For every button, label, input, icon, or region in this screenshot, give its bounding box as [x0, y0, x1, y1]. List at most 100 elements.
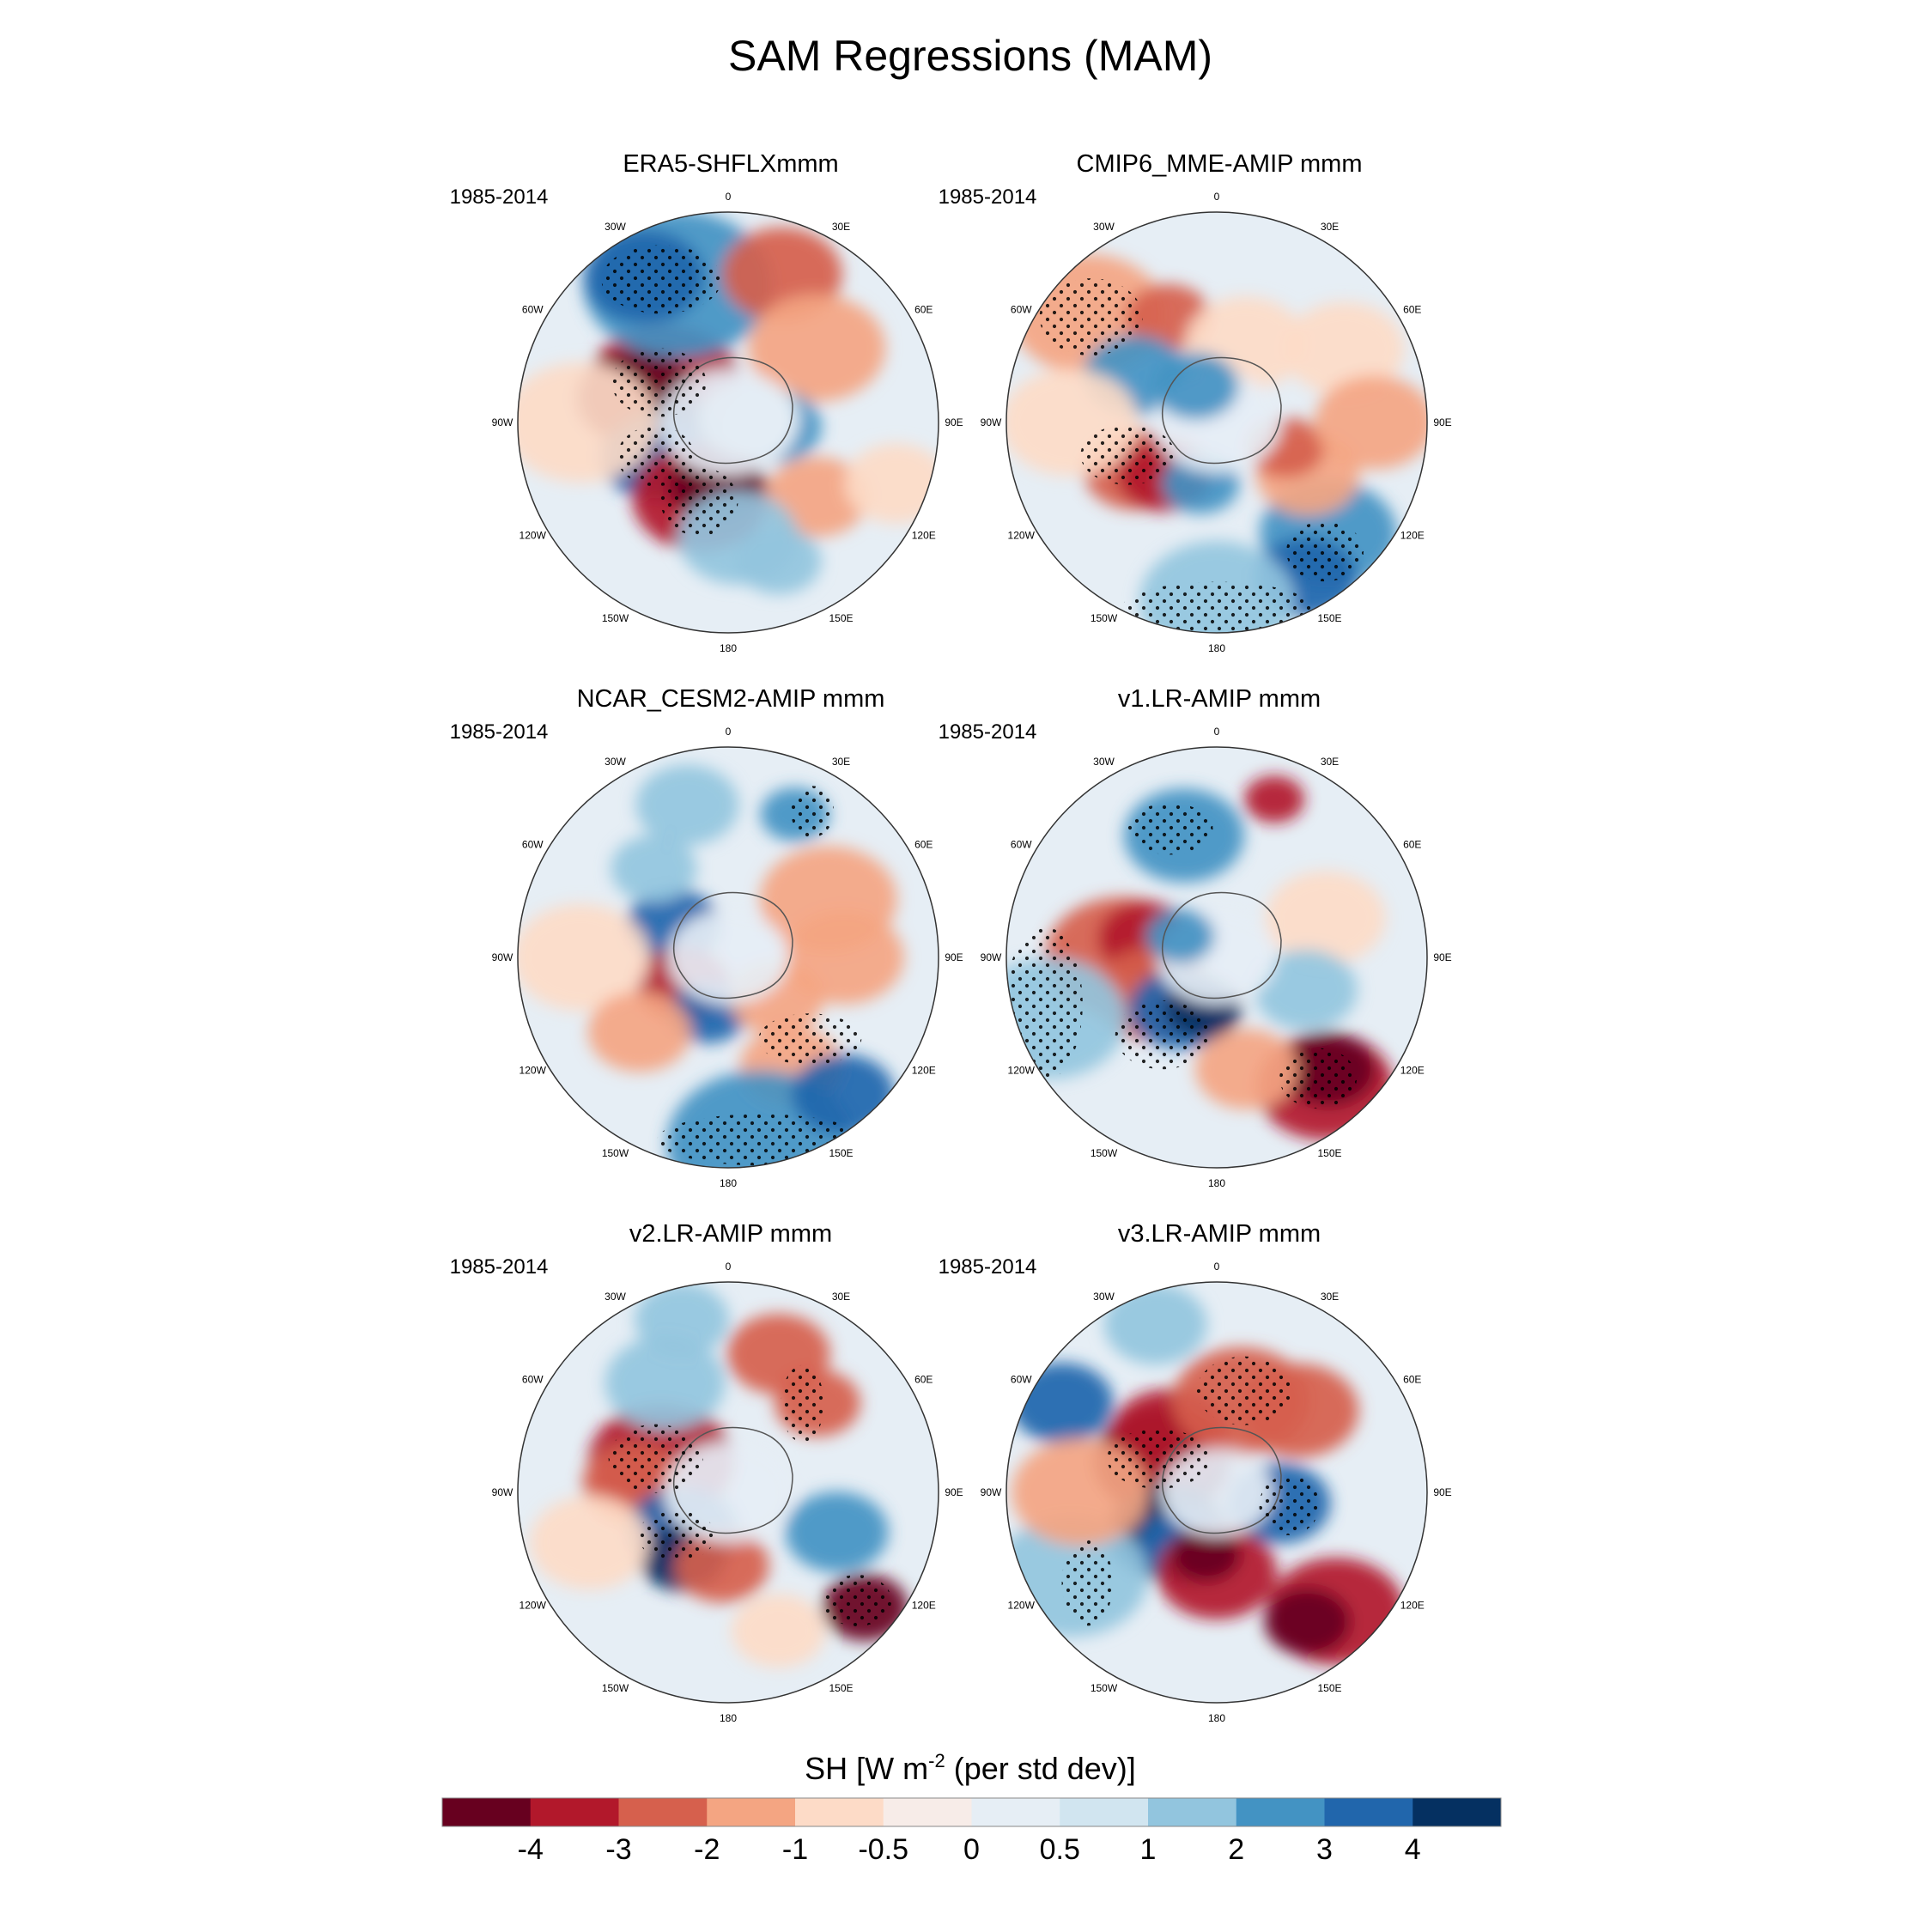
- anomaly-patch: [1284, 301, 1405, 396]
- map-panel: v1.LR-AMIP mmm 1985-2014 0 30E 60E 90E 120E 150…: [939, 685, 1452, 1189]
- significance-stippling: [1279, 1048, 1358, 1109]
- anomaly-patch: [1103, 1284, 1207, 1365]
- longitude-label: 150E: [829, 1147, 853, 1159]
- panel-title: NCAR_CESM2-AMIP mmm: [577, 685, 885, 713]
- colorbar-swatch: [442, 1798, 532, 1826]
- map-field: [1006, 747, 1427, 1168]
- panel-period: 1985-2014: [939, 185, 1037, 209]
- anomaly-patch: [1244, 775, 1305, 823]
- significance-stippling: [637, 1510, 715, 1562]
- longitude-label: 90W: [492, 951, 513, 963]
- significance-stippling: [601, 245, 722, 314]
- panel-title: v2.LR-AMIP mmm: [629, 1220, 832, 1248]
- panels: ERA5-SHFLXmmm 1985-2014 0 30E 60E 90E 120E 150E…: [450, 150, 1452, 1724]
- longitude-label: 120W: [1008, 1600, 1036, 1612]
- significance-stippling: [1039, 278, 1143, 356]
- longitude-label: 60W: [522, 839, 544, 851]
- significance-stippling: [1115, 1000, 1210, 1070]
- significance-stippling: [1080, 424, 1176, 485]
- significance-stippling: [608, 1424, 703, 1493]
- longitude-label: 120W: [519, 1065, 547, 1077]
- longitude-label: 60E: [1403, 839, 1421, 851]
- colorbar-boxes: [441, 1797, 1502, 1827]
- longitude-label: 150E: [1317, 1147, 1341, 1159]
- map-panel: NCAR_CESM2-AMIP mmm 1985-2014 0 30E 60E 90E 12…: [450, 685, 963, 1189]
- longitude-label: 60E: [914, 1374, 933, 1386]
- colorbar: SH [W m-2 (per std dev)] -4 -3 -2 -1 -0.5 0 0.…: [441, 1750, 1502, 1866]
- longitude-label: 60W: [522, 304, 544, 316]
- anomaly-patch: [748, 294, 886, 402]
- longitude-label: 150W: [602, 1682, 629, 1694]
- longitude-label: 90W: [981, 1486, 1002, 1498]
- longitude-label: 150W: [602, 612, 629, 624]
- longitude-label: 120E: [1400, 530, 1425, 542]
- longitude-label: 0: [1214, 726, 1220, 738]
- significance-stippling: [1122, 581, 1311, 633]
- panel-period: 1985-2014: [939, 1255, 1037, 1279]
- map-field: [1006, 212, 1427, 633]
- longitude-label: 0: [1214, 191, 1220, 203]
- longitude-label: 180: [720, 1177, 737, 1189]
- colorbar-swatch: [530, 1798, 619, 1826]
- anomaly-patch: [668, 910, 788, 1005]
- colorbar-title-sup: -2: [928, 1750, 945, 1771]
- panel-title: CMIP6_MME-AMIP mmm: [1077, 150, 1363, 178]
- map-panel: ERA5-SHFLXmmm 1985-2014 0 30E 60E 90E 120E 150E…: [450, 150, 963, 654]
- longitude-label: 90E: [945, 416, 963, 428]
- longitude-label: 150W: [602, 1147, 629, 1159]
- anomaly-patch: [587, 991, 691, 1072]
- colorbar-swatch: [883, 1798, 972, 1826]
- longitude-label: 150E: [1317, 1682, 1341, 1694]
- significance-stippling: [791, 786, 834, 838]
- colorbar-labels: -4 -3 -2 -1 -0.5 0 0.5 1 2 3 4: [518, 1833, 1421, 1866]
- longitude-label: 90E: [1433, 951, 1451, 963]
- map-boundary: [1005, 211, 1428, 634]
- longitude-label: 60E: [1403, 304, 1421, 316]
- longitude-label: 120E: [912, 530, 936, 542]
- longitude-label: 90W: [981, 951, 1002, 963]
- longitude-label: 30W: [605, 221, 626, 233]
- longitude-label: 120E: [1400, 1065, 1425, 1077]
- significance-stippling: [1285, 521, 1364, 582]
- longitude-label: 180: [1208, 1712, 1225, 1724]
- longitude-label: 150E: [829, 1682, 853, 1694]
- longitude-label: 30W: [1093, 756, 1115, 768]
- longitude-label: 30E: [1321, 756, 1339, 768]
- longitude-label: 90W: [492, 416, 513, 428]
- map-panel: v3.LR-AMIP mmm 1985-2014 0 30E 60E 90E 120E 150…: [939, 1220, 1452, 1724]
- anomaly-patch: [785, 1492, 889, 1572]
- colorbar-swatch: [1324, 1798, 1413, 1826]
- longitude-label: 60E: [1403, 1374, 1421, 1386]
- longitude-label: 90E: [1433, 416, 1451, 428]
- longitude-label: 180: [1208, 642, 1225, 654]
- panel-period: 1985-2014: [450, 185, 549, 209]
- longitude-label: 30W: [1093, 221, 1115, 233]
- map-boundary: [1005, 746, 1428, 1169]
- significance-stippling: [758, 1013, 862, 1066]
- colorbar-tick-label: 2: [1228, 1833, 1244, 1866]
- longitude-label: 60E: [914, 839, 933, 851]
- longitude-label: 30W: [605, 1291, 626, 1303]
- longitude-label: 0: [1214, 1261, 1220, 1273]
- longitude-label: 120W: [519, 530, 547, 542]
- anomaly-patch: [1152, 352, 1239, 420]
- colorbar-swatch: [1148, 1798, 1237, 1826]
- longitude-label: 60W: [1011, 304, 1032, 316]
- panel-period: 1985-2014: [450, 1255, 549, 1279]
- anomaly-patch: [731, 1594, 826, 1668]
- longitude-label: 150W: [1091, 1147, 1118, 1159]
- anomaly-patch: [1265, 871, 1386, 965]
- longitude-label: 90E: [945, 1486, 963, 1498]
- colorbar-tick-label: 0.5: [1040, 1833, 1080, 1866]
- anomaly-patch: [1171, 1528, 1241, 1582]
- longitude-label: 120E: [912, 1600, 936, 1612]
- map-boundary: [1005, 1281, 1428, 1704]
- anomaly-patch: [518, 903, 650, 1012]
- longitude-label: 150W: [1091, 612, 1118, 624]
- colorbar-title: SH [W m-2 (per std dev)]: [805, 1750, 1136, 1786]
- map-field: [1006, 1282, 1427, 1703]
- longitude-label: 30E: [832, 221, 850, 233]
- map-panel: v2.LR-AMIP mmm 1985-2014 0 30E 60E 90E 120E 150…: [450, 1220, 963, 1724]
- figure-title: SAM Regressions (MAM): [728, 32, 1212, 80]
